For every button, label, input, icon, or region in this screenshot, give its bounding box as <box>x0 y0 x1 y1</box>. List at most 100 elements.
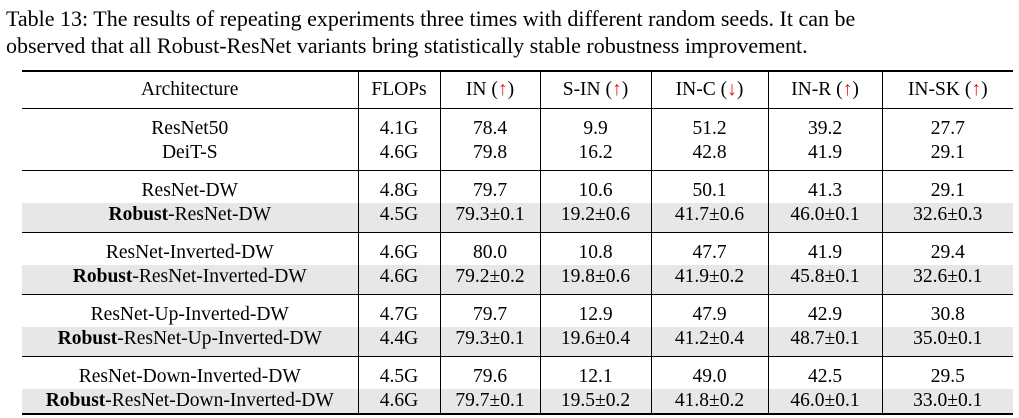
architecture-cell: ResNet-Up-Inverted-DW <box>22 295 358 328</box>
table-row-highlighted: Robust-ResNet-Down-Inverted-DW 4.6G 79.7±0… <box>22 389 1013 415</box>
in-r-cell: 41.3 <box>767 170 882 203</box>
in-c-cell: 47.9 <box>650 294 768 327</box>
architecture-cell: DeiT-S <box>22 141 358 171</box>
in-r-cell: 46.0±0.1 <box>767 203 882 233</box>
s-in-cell: 19.2±0.6 <box>539 203 651 233</box>
table-row-highlighted: Robust-ResNet-Up-Inverted-DW 4.4G 79.3±0.1… <box>22 327 1013 357</box>
architecture-name: -ResNet-DW <box>168 204 271 225</box>
header-in-c-label: IN-C <box>675 79 716 100</box>
in-cell: 79.3±0.1 <box>439 327 540 357</box>
table-row-highlighted: Robust-ResNet-DW 4.5G 79.3±0.1 19.2±0.6 41.7… <box>22 203 1013 233</box>
flops-cell: 4.6G <box>357 232 440 265</box>
header-in-r: IN-R (↑) <box>767 70 882 109</box>
header-in-sk-label: IN-SK <box>907 79 960 100</box>
caption-line-2: observed that all Robust-ResNet variants… <box>6 33 808 58</box>
architecture-cell: Robust-ResNet-Down-Inverted-DW <box>22 389 358 415</box>
in-sk-cell: 29.4 <box>881 232 1013 265</box>
s-in-cell: 9.9 <box>539 108 651 141</box>
in-c-cell: 41.7±0.6 <box>650 203 768 233</box>
in-sk-cell: 29.1 <box>881 141 1013 171</box>
s-in-cell: 19.8±0.6 <box>539 265 651 295</box>
flops-cell: 4.8G <box>357 170 440 203</box>
in-cell: 79.2±0.2 <box>439 265 540 295</box>
in-sk-cell: 32.6±0.3 <box>881 203 1013 233</box>
in-sk-cell: 35.0±0.1 <box>881 327 1013 357</box>
header-in-label: IN <box>465 79 487 100</box>
flops-cell: 4.7G <box>357 294 440 327</box>
architecture-name: DeiT-S <box>161 142 218 163</box>
table-body: ResNet50 4.1G 78.4 9.9 51.2 39.2 27.7 DeiT-S 4.6… <box>22 108 1013 415</box>
in-sk-cell: 27.7 <box>881 108 1013 141</box>
in-cell: 79.7 <box>439 294 540 327</box>
architecture-cell: ResNet-Down-Inverted-DW <box>22 357 358 390</box>
in-r-cell: 42.5 <box>767 356 882 389</box>
s-in-cell: 12.1 <box>539 356 651 389</box>
header-row: Architecture FLOPs IN (↑) S-IN (↑) IN-C … <box>22 70 1013 109</box>
table-row: DeiT-S 4.6G 79.8 16.2 42.8 41.9 29.1 <box>22 141 1013 171</box>
s-in-cell: 10.6 <box>539 170 651 203</box>
flops-cell: 4.1G <box>357 108 440 141</box>
results-table-container: Architecture FLOPs IN (↑) S-IN (↑) IN-C … <box>22 70 1013 415</box>
in-r-cell: 39.2 <box>767 108 882 141</box>
table-row: ResNet-Inverted-DW 4.6G 80.0 10.8 47.7 41.9 29… <box>22 232 1013 266</box>
s-in-cell: 16.2 <box>539 141 651 171</box>
down-arrow-icon: ↓ <box>727 79 737 100</box>
in-c-cell: 50.1 <box>650 170 768 203</box>
in-r-cell: 41.9 <box>767 232 882 265</box>
in-c-cell: 49.0 <box>650 356 768 389</box>
in-cell: 79.6 <box>439 356 540 389</box>
table-row: ResNet-DW 4.8G 79.7 10.6 50.1 41.3 29.1 <box>22 170 1013 204</box>
s-in-cell: 19.6±0.4 <box>539 327 651 357</box>
architecture-cell: Robust-ResNet-Up-Inverted-DW <box>22 327 358 357</box>
header-in-sk: IN-SK (↑) <box>881 70 1013 109</box>
robust-prefix: Robust <box>72 266 133 287</box>
table-caption: Table 13: The results of repeating exper… <box>6 5 1016 59</box>
in-r-cell: 46.0±0.1 <box>767 389 882 415</box>
in-r-cell: 45.8±0.1 <box>767 265 882 295</box>
s-in-cell: 19.5±0.2 <box>539 389 651 415</box>
robust-prefix: Robust <box>45 390 106 411</box>
in-c-cell: 41.9±0.2 <box>650 265 768 295</box>
flops-cell: 4.6G <box>357 389 440 415</box>
in-cell: 79.7±0.1 <box>439 389 540 415</box>
architecture-name: -ResNet-Down-Inverted-DW <box>105 390 334 411</box>
robust-prefix: Robust <box>108 204 169 225</box>
in-sk-cell: 30.8 <box>881 294 1013 327</box>
s-in-cell: 12.9 <box>539 294 651 327</box>
header-flops: FLOPs <box>357 70 440 109</box>
up-arrow-icon: ↑ <box>971 79 982 100</box>
in-sk-cell: 29.1 <box>881 170 1013 203</box>
up-arrow-icon: ↑ <box>842 79 853 100</box>
caption-line-1: Table 13: The results of repeating exper… <box>6 6 856 31</box>
in-c-cell: 41.2±0.4 <box>650 327 768 357</box>
results-table: Architecture FLOPs IN (↑) S-IN (↑) IN-C … <box>22 70 1013 415</box>
in-r-cell: 48.7±0.1 <box>767 327 882 357</box>
architecture-cell: ResNet-Inverted-DW <box>22 233 358 266</box>
robust-prefix: Robust <box>57 328 118 349</box>
s-in-cell: 10.8 <box>539 232 651 265</box>
architecture-name: -ResNet-Inverted-DW <box>132 266 307 287</box>
header-in-c: IN-C (↓) <box>650 70 768 109</box>
in-sk-cell: 33.0±0.1 <box>881 389 1013 415</box>
in-cell: 79.3±0.1 <box>439 203 540 233</box>
in-cell: 79.8 <box>439 141 540 171</box>
table-row: ResNet-Up-Inverted-DW 4.7G 79.7 12.9 47.9 42.… <box>22 294 1013 328</box>
table-row: ResNet-Down-Inverted-DW 4.5G 79.6 12.1 49.0 4… <box>22 356 1013 390</box>
architecture-name: ResNet-DW <box>141 180 238 201</box>
architecture-name: -ResNet-Up-Inverted-DW <box>117 328 322 349</box>
flops-cell: 4.4G <box>357 327 440 357</box>
table-row: ResNet50 4.1G 78.4 9.9 51.2 39.2 27.7 <box>22 108 1013 142</box>
flops-cell: 4.5G <box>357 203 440 233</box>
in-r-cell: 41.9 <box>767 141 882 171</box>
architecture-cell: ResNet-DW <box>22 171 358 204</box>
architecture-name: ResNet-Up-Inverted-DW <box>90 304 289 325</box>
flops-cell: 4.6G <box>357 265 440 295</box>
in-c-cell: 42.8 <box>650 141 768 171</box>
in-c-cell: 51.2 <box>650 108 768 141</box>
architecture-cell: Robust-ResNet-Inverted-DW <box>22 265 358 295</box>
in-c-cell: 47.7 <box>650 232 768 265</box>
architecture-cell: ResNet50 <box>22 109 358 142</box>
header-s-in: S-IN (↑) <box>539 70 651 109</box>
in-cell: 80.0 <box>439 232 540 265</box>
header-architecture: Architecture <box>22 70 358 109</box>
